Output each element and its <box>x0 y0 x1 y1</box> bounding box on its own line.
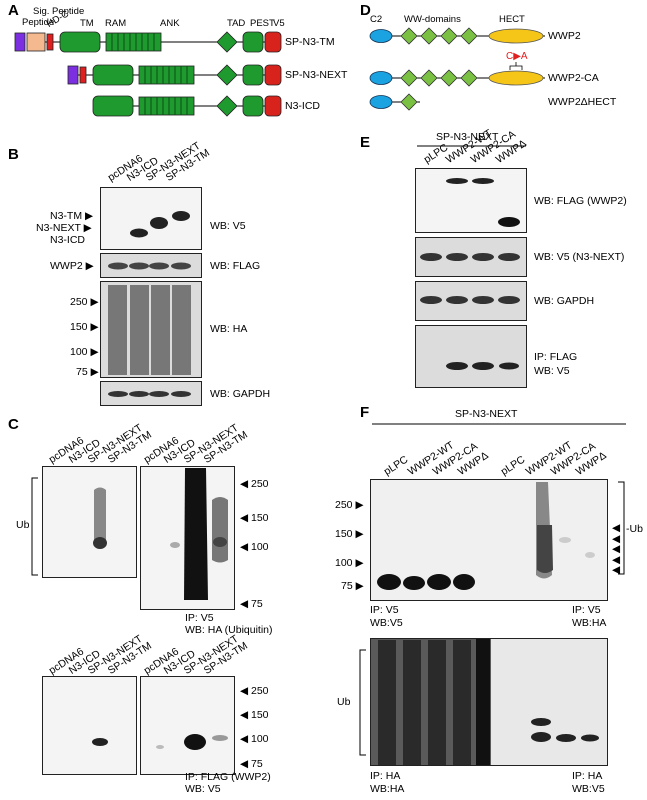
panel-letter-a: A <box>8 2 19 19</box>
domain-label-ram: RAM <box>105 18 127 29</box>
construct-wwp2 <box>369 27 545 45</box>
panel-letter-b: B <box>8 146 19 163</box>
caption-c-top-wb: WB: HA (Ubiquitin) <box>185 624 273 636</box>
caption-c-bottom-wb: WB: V5 <box>185 783 221 795</box>
construct-sp-n3-next <box>67 64 282 86</box>
wb-label: WB: FLAG <box>210 260 261 272</box>
caption-f-tl-ip: IP: V5 <box>370 604 399 616</box>
ub-label-f-bottom: Ub <box>337 696 351 708</box>
mw-marker: ◀ 250 <box>240 685 269 697</box>
construct-wwp2-ca <box>369 62 545 87</box>
domain-label-c2: C2 <box>370 14 383 25</box>
mw-marker: ◀ 100 <box>240 733 269 745</box>
caption-c-top-ip: IP: V5 <box>185 612 214 624</box>
caption-f-br-wb: WB:V5 <box>572 783 605 795</box>
wb-label: WB: FLAG (WWP2) <box>534 195 627 207</box>
domain-label-v5: V5 <box>273 18 285 29</box>
mw-marker: 100 ▶ <box>70 346 99 358</box>
ub-arrows-f: ◀ ◀ ◀ ◀ ◀ <box>612 522 621 576</box>
wb-label: WB: V5 <box>534 365 570 377</box>
domain-label-tad: TAD <box>227 18 246 29</box>
wb-label: WB: V5 <box>210 220 246 232</box>
caption-f-tl-wb: WB:V5 <box>370 617 403 629</box>
construct-label-sp-n3-next: SP-N3-NEXT <box>285 69 348 81</box>
mw-marker: 250 ▶ <box>70 296 99 308</box>
construct-n3-icd <box>92 95 282 117</box>
panel-letter-e: E <box>360 134 371 151</box>
band-label-n3-icd: N3-ICD <box>50 234 86 246</box>
domain-label-pest: PEST <box>250 18 275 29</box>
wb-label: WB: GAPDH <box>534 295 595 307</box>
mw-marker: ◀ 100 <box>240 541 269 553</box>
construct-wwp2-dhect <box>369 93 420 111</box>
caption-f-tr-ip: IP: V5 <box>572 604 601 616</box>
panel-f-header: SP-N3-NEXT <box>455 408 518 420</box>
wb-label: WB: HA <box>210 323 248 335</box>
construct-label-wwp2-ca: WWP2-CA <box>548 72 599 84</box>
domain-label-hect: HECT <box>499 14 525 25</box>
panel-e-header: SP-N3-NEXT <box>436 131 499 143</box>
domain-label-tm: TM <box>80 18 94 29</box>
caption-f-bl-wb: WB:HA <box>370 783 405 795</box>
mw-marker: 75 ▶ <box>341 580 364 592</box>
caption-f-bl-ip: IP: HA <box>370 770 401 782</box>
mw-marker: ◀ 150 <box>240 512 269 524</box>
domain-label-peptide: Peptide <box>22 17 55 28</box>
blot-c-v5-left <box>42 676 137 775</box>
construct-label-sp-n3-tm: SP-N3-TM <box>285 36 335 48</box>
caption-c-bottom-ip: IP: FLAG (WWP2) <box>185 771 271 783</box>
mw-marker: 75 ▶ <box>76 366 99 378</box>
ub-label-f-top: -Ub <box>626 523 643 535</box>
domain-label-ank: ANK <box>160 18 180 29</box>
caption-f-tr-wb: WB:HA <box>572 617 607 629</box>
blot-c-v5-right <box>140 676 235 775</box>
panel-letter-c: C <box>8 416 19 433</box>
band-label-wwp2: WWP2 ▶ <box>50 260 94 272</box>
construct-label-wwp2-dhect: WWP2ΔHECT <box>548 96 617 108</box>
band-label-n3-next: N3-NEXT ▶ <box>36 222 92 234</box>
blot-c-ub-left <box>42 466 137 578</box>
mw-marker: 100 ▶ <box>335 557 364 569</box>
domain-label-ww: WW-domains <box>404 14 461 25</box>
mw-marker: 150 ▶ <box>335 528 364 540</box>
wb-label: WB: GAPDH <box>210 388 271 400</box>
panel-letter-d: D <box>360 2 371 19</box>
construct-sp-n3-tm <box>14 31 282 53</box>
caption-f-br-ip: IP: HA <box>572 770 603 782</box>
construct-label-n3-icd: N3-ICD <box>285 100 321 112</box>
blot-e-ip <box>415 325 527 388</box>
panel-letter-f: F <box>360 404 370 421</box>
mw-marker: 250 ▶ <box>335 499 364 511</box>
mw-marker: ◀ 150 <box>240 709 269 721</box>
domain-label-sig: Sig. Peptide <box>33 6 85 17</box>
band-label-n3-tm: N3-TM ▶ <box>50 210 94 222</box>
mw-marker: 150 ▶ <box>70 321 99 333</box>
mw-marker: ◀ 75 <box>240 758 263 770</box>
construct-label-wwp2: WWP2 <box>548 30 581 42</box>
mw-marker: ◀ 75 <box>240 598 263 610</box>
ip-label: IP: FLAG <box>534 351 578 363</box>
mw-marker: ◀ 250 <box>240 478 269 490</box>
ub-label-c: Ub <box>16 519 30 531</box>
mutation-label: C▶A <box>506 51 528 62</box>
wb-label: WB: V5 (N3-NEXT) <box>534 251 625 263</box>
